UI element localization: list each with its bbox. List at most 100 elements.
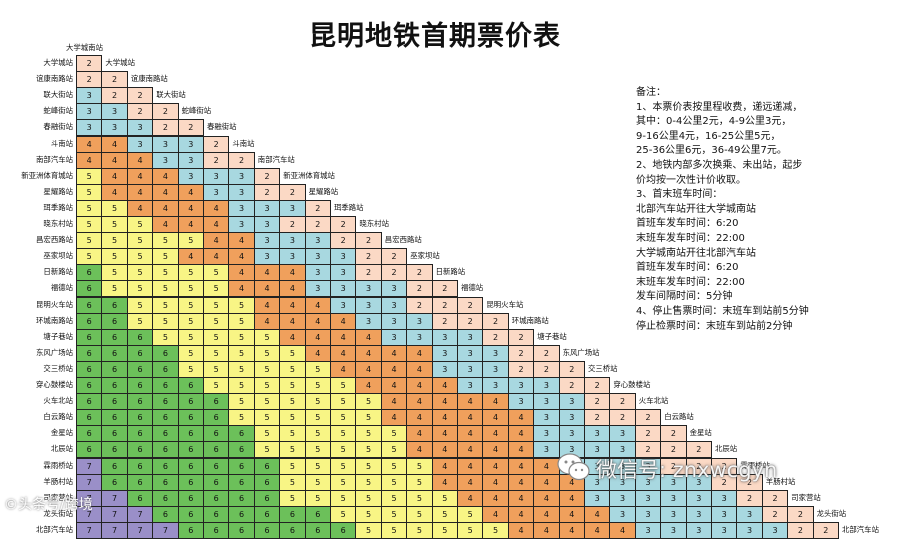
fare-cell: 4 [406,377,433,395]
station-label: 塘子巷站 [537,331,567,341]
fare-cell: 6 [228,521,255,539]
fare-cell: 5 [126,312,154,330]
fare-cell: 5 [177,328,204,346]
fare-cell: 5 [177,344,204,362]
fare-cell: 5 [279,344,306,362]
fare-cell: 5 [203,360,230,378]
fare-cell: 6 [152,441,179,459]
fare-cell: 3 [355,312,382,330]
fare-cell: 2 [177,119,204,137]
row-label: 昆明火车站 [36,299,73,309]
station-label: 谊康南路站 [130,74,168,84]
fare-cell: 6 [228,457,255,475]
row-label: 东风广场站 [36,347,73,357]
fare-cell: 6 [76,393,103,411]
fare-cell: 6 [203,489,230,507]
fare-cell: 5 [380,521,408,539]
fare-cell: 3 [558,425,585,443]
fare-cell: 4 [330,312,357,330]
fare-cell: 2 [558,377,585,395]
fare-cell: 6 [253,457,281,475]
fare-cell: 5 [355,457,382,475]
fare-cell: 4 [457,441,484,459]
fare-cell: 2 [304,216,331,234]
fare-cell: 5 [304,457,331,475]
note-line: 大学城南站开往北部汽车站 [636,247,756,259]
fare-cell: 5 [101,264,128,282]
fare-cell: 6 [253,489,281,507]
fare-cell: 5 [76,183,103,201]
fare-cell: 4 [101,135,128,153]
fare-cell: 4 [406,425,433,443]
fare-cell: 4 [431,441,458,459]
fare-cell: 6 [203,441,230,459]
fare-cell: 5 [253,441,281,459]
fare-cell: 4 [431,473,458,491]
note-line: 首班车发车时间：6:20 [636,218,739,230]
fare-cell: 5 [380,473,408,491]
fare-cell: 5 [101,216,128,234]
fare-cell: 4 [482,441,509,459]
fare-cell: 6 [253,521,281,539]
fare-cell: 3 [101,103,128,121]
fare-cell: 4 [507,473,535,491]
fare-cell: 6 [101,457,128,475]
fare-cell: 3 [558,409,585,427]
fare-cell: 4 [584,505,611,523]
fare-cell: 3 [253,232,281,250]
fare-cell: 2 [330,216,357,234]
fare-cell: 5 [279,489,306,507]
fare-cell: 4 [507,457,535,475]
row-label: 南部汽车站 [36,154,73,164]
fare-cell: 4 [457,473,484,491]
fare-cell: 6 [177,409,204,427]
fare-cell: 3 [126,119,154,137]
page-title: 昆明地铁首期票价表 [309,21,561,52]
fare-cell: 2 [279,216,306,234]
fare-cell: 2 [634,425,662,443]
fare-cell: 2 [126,103,154,121]
fare-cell: 6 [203,409,230,427]
fare-cell: 3 [406,328,433,346]
fare-cell: 5 [126,216,154,234]
notes-heading: 备注： [636,87,666,98]
fare-cell: 3 [380,296,408,314]
fare-cell: 3 [533,425,560,443]
fare-cell: 5 [228,344,255,362]
station-label: 大学城站 [105,58,135,67]
fare-cell: 6 [228,473,255,491]
fare-cell: 4 [304,312,331,330]
fare-cell: 5 [330,409,357,427]
fare-cell: 4 [482,393,509,411]
fare-cell: 2 [609,409,636,427]
fare-cell: 4 [406,344,433,362]
fare-cell: 5 [126,264,154,282]
fare-cell: 5 [304,489,331,507]
fare-cell: 2 [152,119,179,137]
fare-cell: 2 [330,232,357,250]
fare-cell: 3 [304,248,331,266]
fare-cell: 3 [584,489,611,507]
station-label: 斗南站 [232,138,255,148]
fare-cell: 4 [380,393,408,411]
fare-cell: 5 [228,312,255,330]
fare-cell: 3 [660,521,687,539]
fare-cell: 6 [177,393,204,411]
fare-cell: 5 [380,441,408,459]
fare-cell: 6 [177,457,204,475]
fare-cell: 2 [584,409,611,427]
fare-cell: 3 [482,344,509,362]
notes-lines: 1、本票价表按里程收费，递远递减， 其中：0-4公里2元，4-9公里3元， 9-… [636,101,898,335]
fare-cell: 6 [152,489,179,507]
fare-cell: 2 [533,344,560,362]
fare-cell: 4 [406,360,433,378]
fare-cell: 4 [126,151,154,169]
fare-cell: 5 [76,216,103,234]
fare-cell: 3 [304,232,331,250]
fare-cell: 6 [203,393,230,411]
fare-cell: 5 [304,377,331,395]
fare-cell: 2 [634,409,662,427]
row-label: 蛇峰街站 [43,106,73,116]
wechat-logo-icon [557,453,590,481]
fare-cell: 3 [711,489,738,507]
